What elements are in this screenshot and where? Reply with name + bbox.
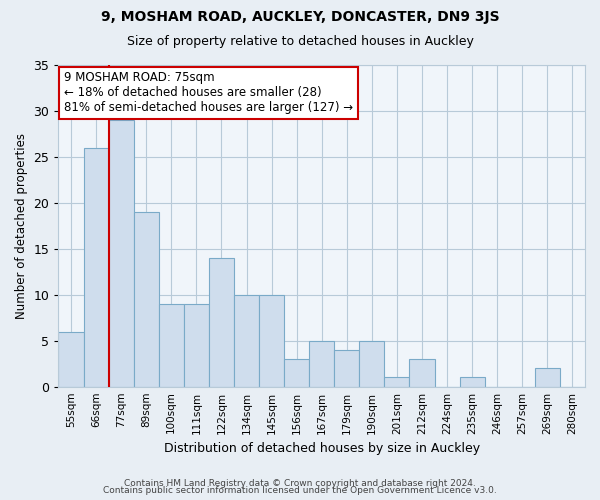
Bar [259,295,284,386]
Bar [359,340,385,386]
Bar [309,340,334,386]
Bar [58,332,83,386]
Text: Contains HM Land Registry data © Crown copyright and database right 2024.: Contains HM Land Registry data © Crown c… [124,478,476,488]
Text: Contains public sector information licensed under the Open Government Licence v3: Contains public sector information licen… [103,486,497,495]
Text: Size of property relative to detached houses in Auckley: Size of property relative to detached ho… [127,35,473,48]
Bar [134,212,159,386]
Text: 9 MOSHAM ROAD: 75sqm
← 18% of detached houses are smaller (28)
81% of semi-detac: 9 MOSHAM ROAD: 75sqm ← 18% of detached h… [64,72,353,114]
X-axis label: Distribution of detached houses by size in Auckley: Distribution of detached houses by size … [164,442,480,455]
Bar [184,304,209,386]
Bar [334,350,359,387]
Bar [460,378,485,386]
Bar [284,359,309,386]
Bar [409,359,434,386]
Y-axis label: Number of detached properties: Number of detached properties [15,133,28,319]
Bar [234,295,259,386]
Bar [209,258,234,386]
Bar [385,378,409,386]
Bar [535,368,560,386]
Bar [109,120,134,386]
Bar [83,148,109,386]
Bar [159,304,184,386]
Text: 9, MOSHAM ROAD, AUCKLEY, DONCASTER, DN9 3JS: 9, MOSHAM ROAD, AUCKLEY, DONCASTER, DN9 … [101,10,499,24]
